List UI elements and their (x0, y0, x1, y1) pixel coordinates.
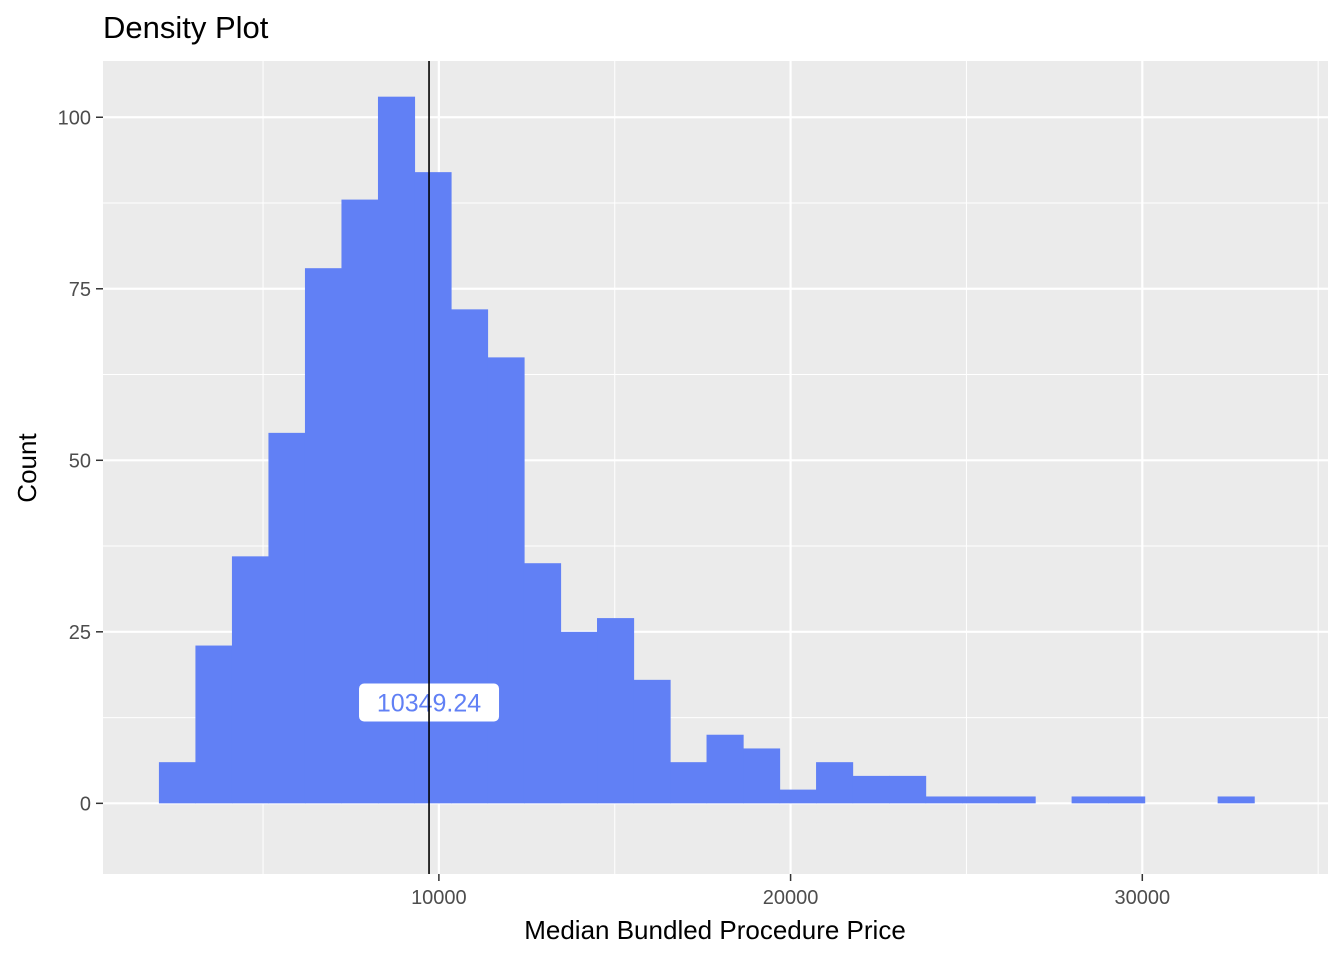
y-tick-label: 0 (80, 793, 91, 815)
x-axis-title: Median Bundled Procedure Price (524, 915, 906, 945)
histogram-bar (889, 775, 927, 804)
chart-title: Density Plot (103, 10, 269, 45)
histogram-bar (816, 762, 854, 804)
x-axis: 10000 20000 30000 (411, 874, 1170, 909)
y-tick-label: 75 (69, 279, 91, 301)
histogram-bar (962, 796, 1000, 804)
y-axis: 0 25 50 75 100 (58, 107, 103, 815)
histogram-bar (523, 563, 562, 804)
histogram-bar (304, 268, 343, 804)
x-tick-label: 20000 (763, 887, 819, 909)
histogram-bar (231, 556, 270, 804)
histogram-bar (852, 775, 890, 804)
histogram-bar (1217, 796, 1255, 804)
histogram-bar (743, 748, 781, 804)
histogram-bar (268, 432, 306, 804)
histogram-bar (195, 645, 233, 804)
histogram-bar (670, 762, 708, 804)
histogram-bar (925, 796, 963, 804)
histogram-bar (998, 796, 1036, 804)
histogram-bar (633, 679, 671, 804)
y-tick-label: 100 (58, 107, 91, 129)
histogram-bar (779, 789, 817, 804)
x-tick-label: 30000 (1114, 887, 1170, 909)
annotation-group: 10349.24 (359, 683, 500, 722)
histogram-bar (450, 309, 489, 804)
y-tick-label: 25 (69, 622, 91, 644)
histogram-bar (560, 631, 598, 804)
x-tick-label: 10000 (411, 887, 467, 909)
histogram-bar (706, 734, 744, 804)
histogram-bar (1071, 796, 1109, 804)
histogram-bar (1108, 796, 1146, 804)
y-tick-label: 50 (69, 450, 91, 472)
histogram-bar (597, 618, 635, 804)
y-axis-title: Count (12, 433, 42, 503)
histogram-bar (158, 762, 197, 804)
histogram-bar (487, 357, 525, 804)
